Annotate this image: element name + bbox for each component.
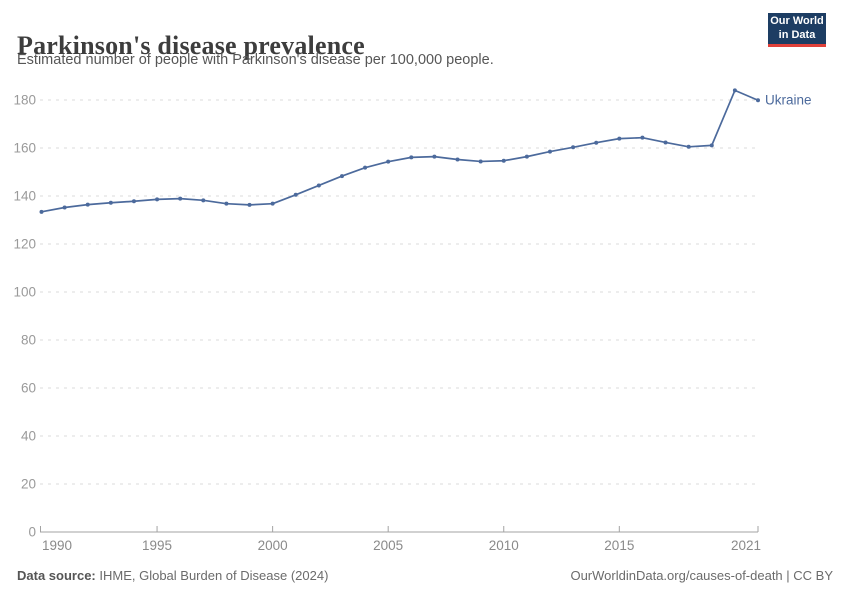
y-axis-tick-label: 20 [21,477,36,492]
data-point[interactable] [455,157,460,162]
data-point[interactable] [409,155,414,160]
y-axis-tick-label: 160 [13,141,36,156]
series-label[interactable]: Ukraine [765,93,812,108]
data-point[interactable] [756,98,760,103]
owid-logo[interactable]: Our World in Data [768,13,826,47]
x-axis-tick-label: 2021 [731,538,761,553]
license-link[interactable]: OurWorldinData.org/causes-of-death | CC … [570,568,833,583]
data-source-label: Data source: [17,568,96,583]
data-point[interactable] [293,192,298,197]
data-point[interactable] [62,205,67,210]
chart-footer: Data source: IHME, Global Burden of Dise… [17,568,833,583]
data-point[interactable] [85,202,90,207]
data-point[interactable] [131,199,136,204]
data-point[interactable] [224,201,229,206]
owid-logo-line1: Our World [770,14,824,27]
y-axis-tick-label: 0 [28,525,36,540]
owid-logo-line2: in Data [778,28,816,41]
x-axis-tick-label: 1995 [142,538,172,553]
data-source-text: IHME, Global Burden of Disease (2024) [95,568,329,583]
data-point[interactable] [547,149,552,154]
y-axis-tick-label: 140 [13,189,36,204]
data-point[interactable] [686,144,691,149]
x-axis-tick-label: 2000 [258,538,288,553]
data-point[interactable] [39,209,44,214]
chart-subtitle: Estimated number of people with Parkinso… [17,52,494,68]
x-axis-tick-label: 2005 [373,538,403,553]
y-axis-tick-label: 60 [21,381,36,396]
data-source-note: Data source: IHME, Global Burden of Dise… [17,568,328,583]
data-line-ukraine[interactable] [40,89,759,213]
data-point[interactable] [617,136,622,141]
x-axis-tick-label: 2010 [489,538,519,553]
y-axis-tick-label: 100 [13,285,36,300]
page-title: Parkinson's disease prevalence [17,31,365,61]
y-axis-tick-label: 40 [21,429,36,444]
data-point[interactable] [108,200,113,205]
data-point[interactable] [571,145,576,150]
data-point[interactable] [339,174,344,179]
data-point[interactable] [270,201,275,206]
data-point[interactable] [178,196,183,201]
data-point[interactable] [386,159,391,164]
data-point[interactable] [363,165,368,170]
data-point[interactable] [663,140,668,145]
data-point[interactable] [594,140,599,145]
y-axis-tick-label: 80 [21,333,36,348]
data-point[interactable] [247,202,252,207]
data-point[interactable] [432,154,437,159]
data-point[interactable] [501,158,506,163]
data-point[interactable] [732,88,737,93]
data-point[interactable] [524,154,529,159]
y-axis-tick-label: 120 [13,237,36,252]
data-point[interactable] [316,183,321,188]
x-axis-tick-label: 2015 [604,538,634,553]
x-axis-tick-label: 1990 [42,538,72,553]
data-point[interactable] [640,135,645,140]
data-point[interactable] [155,197,160,202]
data-point[interactable] [201,198,206,203]
data-point[interactable] [709,143,714,148]
data-point[interactable] [478,159,483,164]
y-axis-tick-label: 180 [13,93,36,108]
